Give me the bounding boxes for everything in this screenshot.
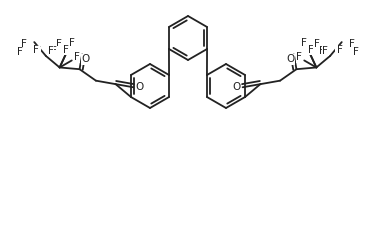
Text: F: F <box>74 52 80 63</box>
Text: O: O <box>81 55 89 64</box>
Text: O: O <box>135 82 144 92</box>
Text: F: F <box>319 46 325 56</box>
Text: F: F <box>335 46 341 56</box>
Text: F: F <box>322 46 328 56</box>
Text: O: O <box>287 55 295 64</box>
Text: F: F <box>69 38 75 48</box>
Text: F: F <box>349 39 355 49</box>
Text: F: F <box>56 39 62 49</box>
Text: F: F <box>35 46 41 56</box>
Text: F: F <box>33 45 39 55</box>
Text: F: F <box>48 46 54 56</box>
Text: F: F <box>308 45 314 55</box>
Text: F: F <box>301 38 307 48</box>
Text: F: F <box>17 47 23 57</box>
Text: F: F <box>296 52 302 63</box>
Text: F: F <box>51 46 57 56</box>
Text: F: F <box>353 47 359 57</box>
Text: F: F <box>62 45 68 55</box>
Text: O: O <box>232 82 241 92</box>
Text: F: F <box>314 39 320 49</box>
Text: F: F <box>21 39 27 49</box>
Text: F: F <box>337 45 343 55</box>
